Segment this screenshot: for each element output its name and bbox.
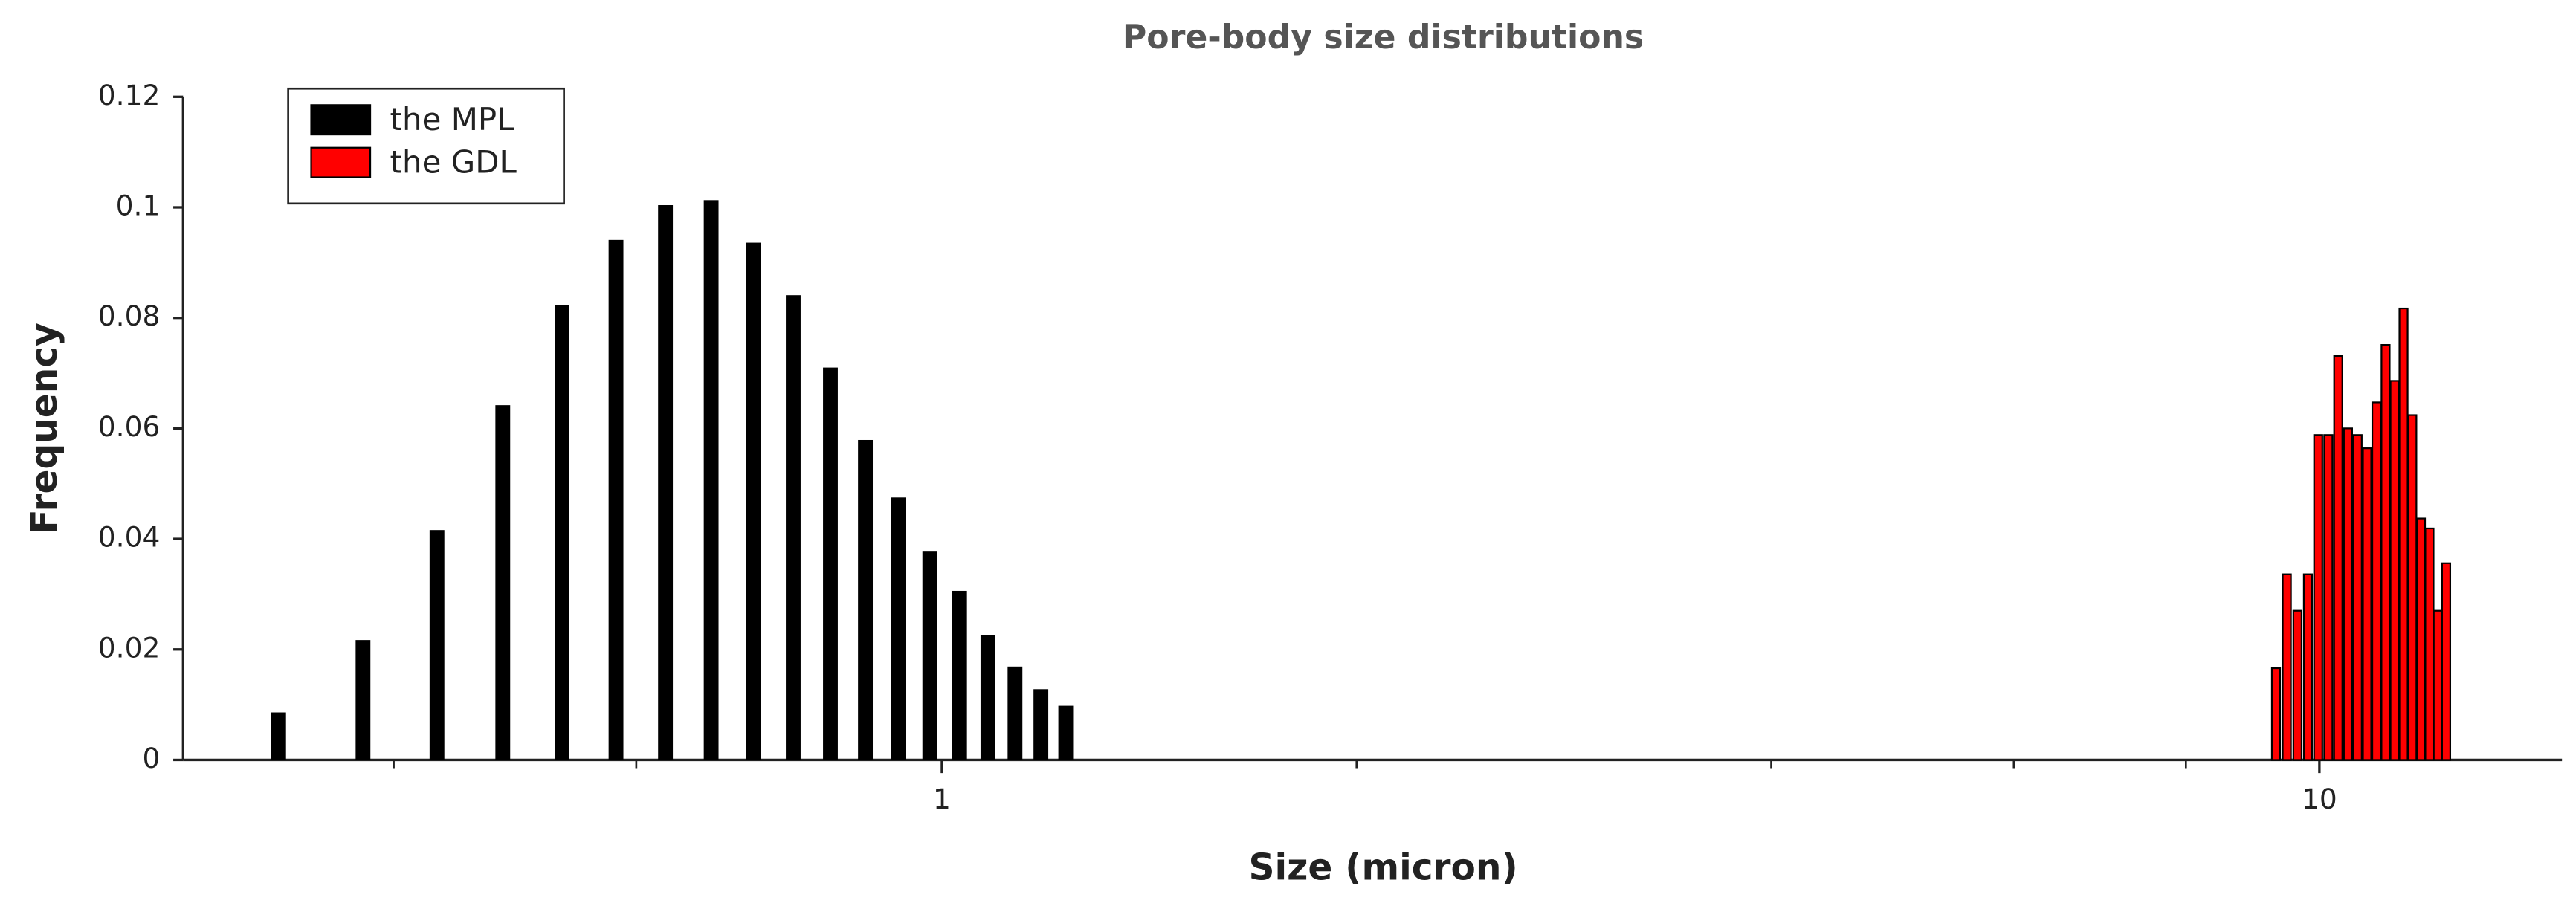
bar	[858, 439, 874, 760]
chart-title: Pore-body size distributions	[1123, 19, 1644, 56]
bar	[2433, 609, 2443, 761]
legend-box	[287, 87, 565, 205]
bar	[2352, 434, 2363, 761]
y-tick-label: 0.06	[98, 410, 161, 443]
bar	[980, 635, 995, 760]
y-axis-title: Frequency	[24, 323, 65, 534]
bar	[1058, 705, 1074, 760]
bar	[2362, 447, 2372, 761]
y-tick-label: 0.08	[98, 300, 161, 332]
bar	[2398, 307, 2409, 761]
bar	[2343, 427, 2354, 761]
bar	[2270, 667, 2282, 761]
bar	[2282, 573, 2292, 761]
bar	[2302, 573, 2314, 761]
bar	[823, 367, 838, 760]
bar	[2333, 355, 2343, 761]
bar	[2292, 609, 2303, 761]
bar	[786, 295, 801, 760]
bar	[2441, 562, 2452, 761]
legend-label: the GDL	[390, 143, 517, 180]
legend-swatch	[310, 104, 372, 136]
y-tick-label: 0.04	[98, 521, 161, 554]
bar	[355, 640, 371, 760]
bar	[608, 239, 624, 760]
bar	[703, 200, 719, 760]
bar	[555, 305, 569, 760]
y-tick-label: 0	[142, 742, 160, 774]
bar	[1007, 666, 1023, 760]
bar	[952, 590, 967, 760]
bar	[746, 242, 761, 760]
bar	[2313, 434, 2323, 761]
y-tick-label: 0.1	[116, 189, 161, 221]
bar	[2323, 434, 2334, 761]
bar	[658, 205, 674, 760]
legend-swatch	[310, 146, 372, 178]
y-tick-label: 0.02	[98, 631, 161, 664]
bar	[2424, 527, 2435, 761]
bar	[2371, 401, 2382, 761]
bar	[2380, 344, 2391, 761]
bar	[2415, 517, 2427, 761]
bar	[495, 405, 511, 760]
bar	[2407, 414, 2418, 761]
legend-label: the MPL	[390, 101, 515, 137]
bar	[922, 551, 937, 760]
bar	[2389, 380, 2400, 761]
bar	[271, 712, 286, 760]
bar	[891, 497, 906, 760]
bar	[1033, 689, 1049, 760]
bar	[429, 530, 445, 760]
y-tick-label: 0.12	[98, 79, 161, 111]
x-axis-title: Size (micron)	[1249, 847, 1518, 888]
x-tick-label: 1	[933, 783, 951, 815]
x-tick-label: 10	[2302, 783, 2337, 815]
